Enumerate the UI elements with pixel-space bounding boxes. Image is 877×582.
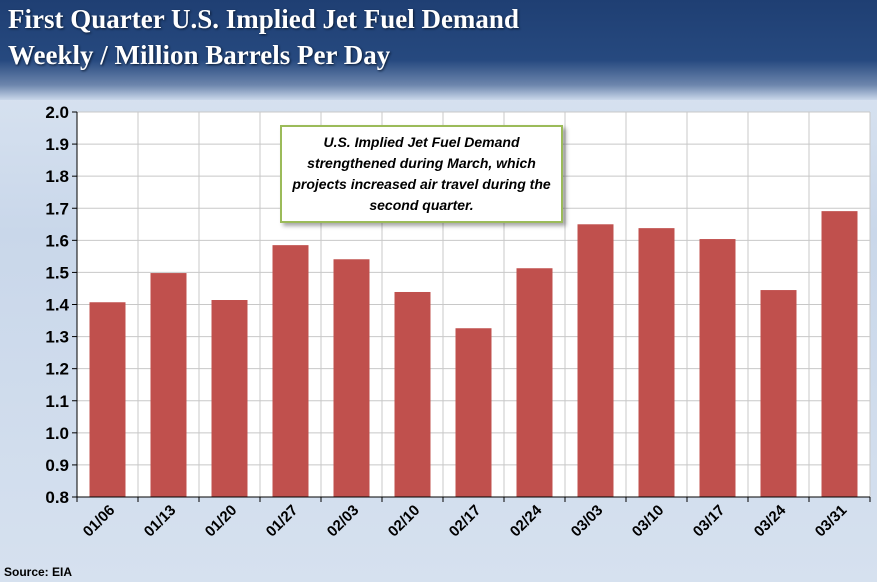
bar-01/13 bbox=[150, 273, 187, 497]
header-banner: First Quarter U.S. Implied Jet Fuel Dema… bbox=[0, 0, 877, 100]
y-tick-label: 1.6 bbox=[45, 231, 69, 250]
x-tick-label: 02/03 bbox=[324, 502, 363, 541]
bar-02/17 bbox=[455, 328, 492, 497]
x-tick-label: 01/20 bbox=[202, 502, 241, 541]
y-tick-label: 1.2 bbox=[45, 360, 69, 379]
annotation-box: U.S. Implied Jet Fuel Demand strengthene… bbox=[280, 125, 563, 223]
bar-03/31 bbox=[821, 211, 858, 497]
x-tick-label: 03/03 bbox=[568, 502, 607, 541]
x-tick-label: 01/06 bbox=[80, 502, 119, 541]
y-tick-label: 1.0 bbox=[45, 424, 69, 443]
chart-subtitle: Weekly / Million Barrels Per Day bbox=[8, 40, 391, 70]
bar-02/03 bbox=[333, 259, 370, 497]
x-tick-label: 02/24 bbox=[507, 501, 546, 540]
y-tick-label: 1.1 bbox=[45, 392, 69, 411]
bar-02/24 bbox=[516, 268, 553, 497]
x-tick-label: 01/13 bbox=[141, 502, 180, 541]
x-tick-label: 03/17 bbox=[690, 502, 729, 541]
bar-01/20 bbox=[211, 300, 248, 497]
x-tick-label: 02/17 bbox=[446, 502, 485, 541]
x-tick-label: 03/31 bbox=[812, 502, 851, 541]
source-note: Source: EIA bbox=[4, 565, 73, 579]
y-tick-label: 0.8 bbox=[45, 488, 69, 507]
bar-02/10 bbox=[394, 291, 431, 497]
bar-03/10 bbox=[638, 228, 675, 497]
y-tick-label: 1.7 bbox=[45, 199, 69, 218]
y-tick-label: 1.8 bbox=[45, 167, 69, 186]
y-tick-label: 1.4 bbox=[45, 296, 69, 315]
y-tick-label: 1.3 bbox=[45, 328, 69, 347]
y-tick-label: 1.9 bbox=[45, 135, 69, 154]
chart-title: First Quarter U.S. Implied Jet Fuel Dema… bbox=[8, 4, 519, 34]
y-tick-label: 1.5 bbox=[45, 263, 69, 282]
y-tick-label: 2.0 bbox=[45, 103, 69, 122]
x-tick-label: 02/10 bbox=[385, 502, 424, 541]
bar-03/17 bbox=[699, 239, 736, 498]
bar-01/06 bbox=[89, 302, 126, 497]
y-tick-label: 0.9 bbox=[45, 456, 69, 475]
bar-01/27 bbox=[272, 245, 309, 497]
x-tick-label: 03/24 bbox=[751, 501, 790, 540]
bar-03/03 bbox=[577, 224, 614, 497]
x-tick-label: 03/10 bbox=[629, 502, 668, 541]
bar-03/24 bbox=[760, 290, 797, 497]
x-tick-label: 01/27 bbox=[263, 502, 302, 541]
